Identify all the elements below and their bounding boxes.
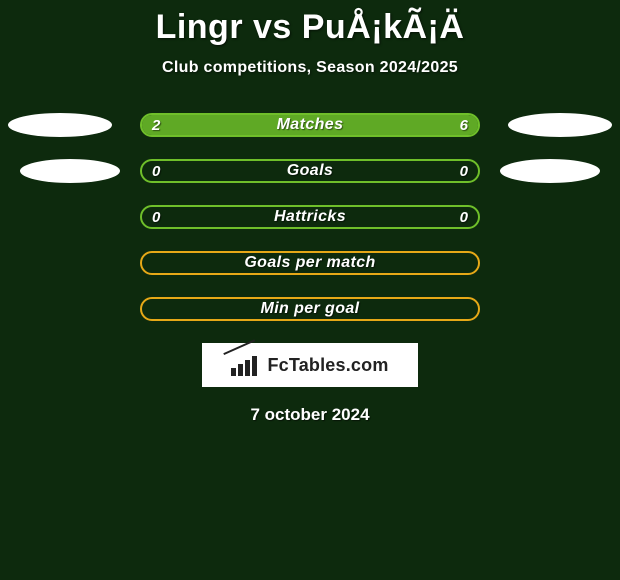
stat-row-mpg: Min per goal	[0, 297, 620, 323]
stat-value-right: 6	[460, 115, 468, 135]
stat-bar-mpg: Min per goal	[140, 297, 480, 321]
stat-label: Goals per match	[244, 254, 375, 272]
stat-row-hattricks: 0 0 Hattricks	[0, 205, 620, 231]
stat-row-gpm: Goals per match	[0, 251, 620, 277]
stat-value-left: 0	[152, 161, 160, 181]
stat-bar-matches: 2 6 Matches	[140, 113, 480, 137]
page-title: Lingr vs PuÅ¡kÃ¡Ä	[0, 8, 620, 47]
stat-label: Hattricks	[274, 208, 346, 226]
player-right-icon	[500, 159, 600, 183]
stat-bar-gpm: Goals per match	[140, 251, 480, 275]
fill-right	[216, 115, 478, 135]
stat-bar-hattricks: 0 0 Hattricks	[140, 205, 480, 229]
page-subtitle: Club competitions, Season 2024/2025	[0, 59, 620, 77]
footer-logo[interactable]: FcTables.com	[202, 343, 418, 387]
stat-row-matches: 2 6 Matches	[0, 113, 620, 139]
stat-value-left: 0	[152, 207, 160, 227]
player-right-icon	[508, 113, 612, 137]
stat-label: Min per goal	[260, 300, 359, 318]
stat-value-right: 0	[460, 161, 468, 181]
player-left-icon	[8, 113, 112, 137]
stat-value-right: 0	[460, 207, 468, 227]
footer-logo-text: FcTables.com	[267, 355, 388, 376]
stat-label: Goals	[287, 162, 333, 180]
stat-value-left: 2	[152, 115, 160, 135]
stat-bar-goals: 0 0 Goals	[140, 159, 480, 183]
comparison-widget: Lingr vs PuÅ¡kÃ¡Ä Club competitions, Sea…	[0, 0, 620, 425]
stat-rows: 2 6 Matches 0 0 Goals 0 0 Hattricks Goals per mat…	[0, 113, 620, 323]
footer-date: 7 october 2024	[0, 405, 620, 425]
player-left-icon	[20, 159, 120, 183]
barchart-icon	[231, 354, 261, 376]
stat-row-goals: 0 0 Goals	[0, 159, 620, 185]
stat-label: Matches	[277, 116, 344, 134]
